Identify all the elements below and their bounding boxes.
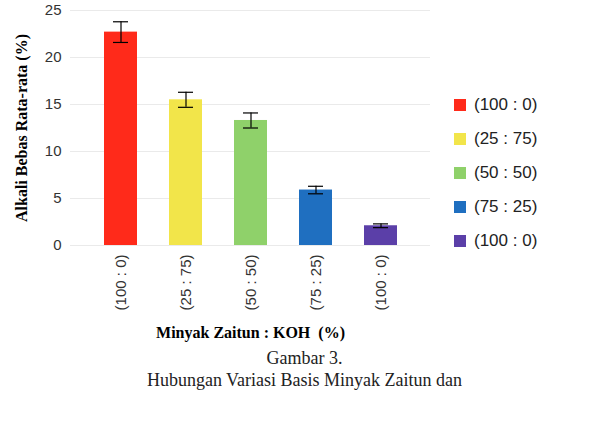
svg-text:(75 : 25): (75 : 25) bbox=[307, 255, 324, 311]
svg-text:(25 : 75): (25 : 75) bbox=[177, 255, 194, 311]
html-text:(100 : 0): (100 : 0) bbox=[474, 94, 538, 114]
html-text:(50 : 50): (50 : 50) bbox=[474, 162, 538, 182]
html-text:(25 : 75): (25 : 75) bbox=[474, 128, 538, 148]
svg-text:0: 0 bbox=[53, 236, 61, 253]
svg-text:25: 25 bbox=[45, 1, 62, 18]
svg-text:20: 20 bbox=[45, 48, 62, 65]
html-text:(100 : 0): (100 : 0) bbox=[474, 230, 538, 250]
svg-text:Minyak Zaitun : KOH (%): Minyak Zaitun : KOH (%) bbox=[156, 324, 345, 342]
svg-text:Alkali Bebas Rata-rata (%): Alkali Bebas Rata-rata (%) bbox=[13, 34, 31, 222]
html-text:Hubungan Variasi Basis Minyak: Hubungan Variasi Basis Minyak Zaitun dan bbox=[146, 370, 463, 390]
svg-text:10: 10 bbox=[45, 142, 62, 159]
svg-text:15: 15 bbox=[45, 95, 62, 112]
html-text:Gambar 3.: Gambar 3. bbox=[266, 348, 343, 368]
svg-text:(100 : 0): (100 : 0) bbox=[372, 255, 389, 311]
svg-text:(50 : 50): (50 : 50) bbox=[242, 255, 259, 311]
html-text:(75 : 25): (75 : 25) bbox=[474, 196, 538, 216]
svg-text:5: 5 bbox=[53, 189, 61, 206]
svg-text:(100 : 0): (100 : 0) bbox=[112, 255, 129, 311]
